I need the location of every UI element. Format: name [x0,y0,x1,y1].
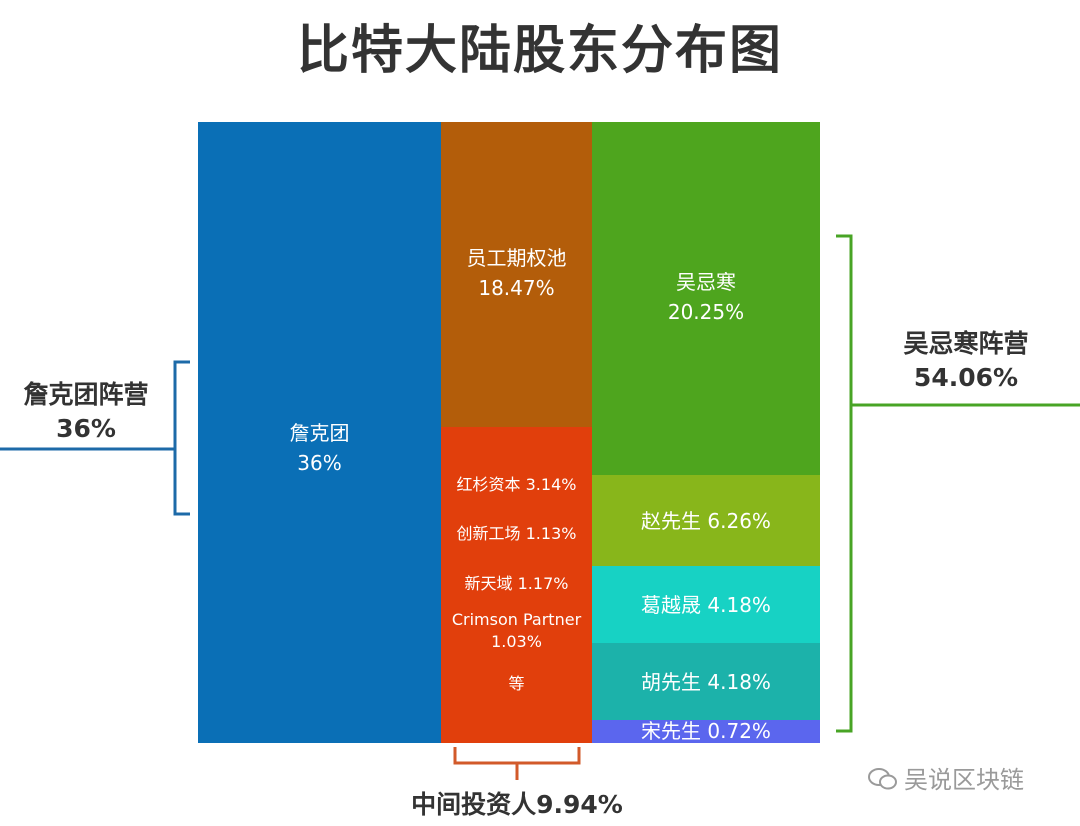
investor-item: 红杉资本 3.14% [456,475,577,494]
chart-title: 比特大陆股东分布图 [296,21,783,81]
block-hu [592,643,820,720]
investors-bracket [453,747,581,780]
investor-item: 新天域 1.17% [464,574,569,593]
label-wu: 吴忌寒 20.25% [667,270,745,324]
block-zhan [198,122,441,743]
watermark-text: 吴说区块链 [904,766,1024,794]
label-ge: 葛越晟 4.18% [641,593,771,617]
label-pool: 员工期权池 18.47% [466,246,567,300]
block-wu [592,122,820,475]
group-label-zhan-camp: 詹克团阵营 36% [23,380,149,443]
block-song [592,720,820,743]
block-ge [592,566,820,643]
block-investors [441,427,592,743]
investor-item: 创新工场 1.13% [456,524,577,543]
group-label-wu-camp: 吴忌寒阵营 54.06% [903,329,1029,392]
block-pool [441,122,592,427]
wechat-icon [868,767,898,790]
label-hu: 胡先生 4.18% [641,670,771,694]
label-zhao: 赵先生 6.26% [641,509,771,533]
group-label-investors: 中间投资人9.94% [411,790,623,819]
investor-item: Crimson Partner 1.03% [451,610,582,651]
block-zhao [592,475,820,566]
label-song: 宋先生 0.72% [641,719,771,743]
zhan-camp-bracket [0,360,190,516]
wu-camp-bracket [836,234,1080,733]
watermark: 吴说区块链 [868,760,1024,795]
label-zhan: 詹克团 36% [289,421,350,475]
investor-item: 等 [508,674,525,693]
